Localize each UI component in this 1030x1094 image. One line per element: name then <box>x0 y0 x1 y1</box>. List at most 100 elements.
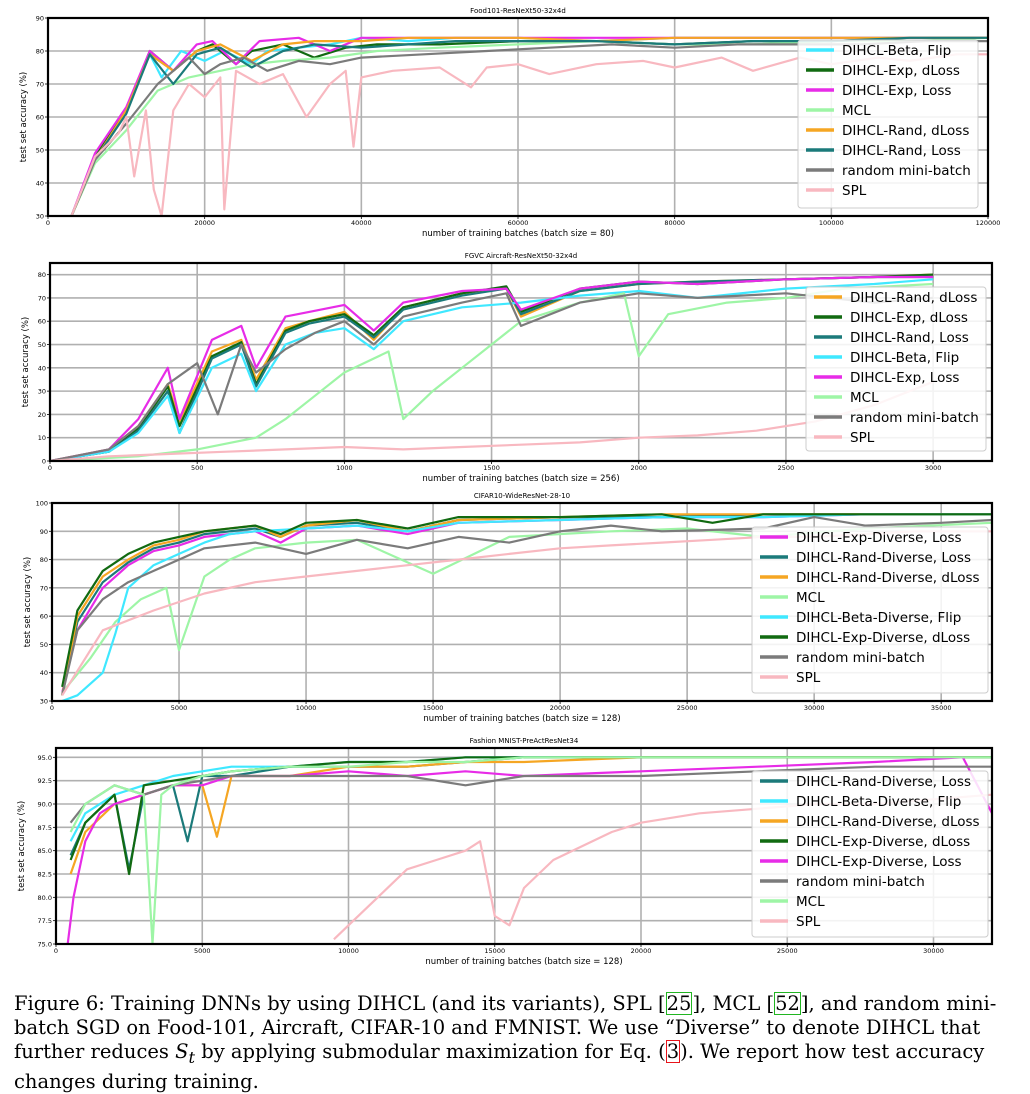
x-tick-label: 25000 <box>777 947 798 955</box>
y-tick-label: 30 <box>40 698 48 706</box>
y-tick-label: 40 <box>38 364 46 372</box>
y-tick-label: 40 <box>36 180 44 188</box>
x-tick-label: 10000 <box>296 704 317 712</box>
series-line-mcl <box>50 282 934 461</box>
legend-entry: DIHCL-Beta, Flip <box>850 350 959 366</box>
series-line-spl <box>70 53 988 216</box>
citation-link-spl[interactable]: 25 <box>666 992 692 1015</box>
x-tick-label: 5000 <box>194 947 211 955</box>
x-tick-label: 15000 <box>423 704 444 712</box>
y-tick-label: 50 <box>36 147 44 155</box>
y-tick-label: 60 <box>36 114 44 122</box>
legend: DIHCL-Exp-Diverse, Loss DIHCL-Rand-Divers… <box>751 526 989 694</box>
legend-entry: MCL <box>796 590 825 606</box>
legend-entry: DIHCL-Rand, dLoss <box>850 290 977 306</box>
y-axis-label: test set accuracy (%) <box>17 801 27 891</box>
figure-caption: Figure 6: Training DNNs by using DIHCL (… <box>14 992 1020 1094</box>
x-tick-label: 5000 <box>171 704 188 712</box>
chart-panel-2: 0 500 1000 1500 2000 2500 3000 0 10 20 30 40 50 60 70 8… <box>21 252 994 484</box>
chart-title: FGVC Aircraft-ResNeXt50-32x4d <box>465 252 577 260</box>
series-line-dihcl-exp-loss <box>50 275 934 461</box>
caption-mid-2: ], and random mini-batch SGD on Food-101… <box>14 992 997 1063</box>
x-tick-label: 100000 <box>819 219 844 227</box>
equation-link[interactable]: 3 <box>666 1040 680 1063</box>
legend-entry: SPL <box>796 670 821 686</box>
legend-entry: DIHCL-Exp, dLoss <box>842 63 960 79</box>
y-tick-label: 75.0 <box>38 941 52 949</box>
plot-frame <box>48 261 994 463</box>
chart-title: CIFAR10-WideResNet-28-10 <box>474 492 570 500</box>
x-tick-label: 30000 <box>804 704 825 712</box>
x-tick-label: 0 <box>54 947 58 955</box>
x-tick-label: 500 <box>191 464 203 472</box>
x-tick-label: 0 <box>50 704 54 712</box>
legend-entry: MCL <box>842 103 871 119</box>
caption-prefix: Figure 6: Training DNNs by using DIHCL (… <box>14 992 666 1015</box>
x-tick-label: 15000 <box>484 947 505 955</box>
x-tick-label: 25000 <box>677 704 698 712</box>
legend-entry: SPL <box>796 914 821 930</box>
plot-frame <box>54 746 994 946</box>
x-tick-label: 30000 <box>923 947 944 955</box>
x-tick-label: 2500 <box>778 464 795 472</box>
x-tick-label: 20000 <box>631 947 652 955</box>
y-tick-label: 100 <box>36 500 48 508</box>
legend: DIHCL-Rand, dLoss DIHCL-Exp, dLoss DIHCL-R… <box>805 286 987 452</box>
legend-entry: DIHCL-Beta-Diverse, Flip <box>796 794 961 810</box>
legend-entry: DIHCL-Rand-Diverse, Loss <box>796 550 971 566</box>
x-axis-label: number of training batches (batch size =… <box>422 474 619 484</box>
caption-variable: S <box>175 1040 189 1063</box>
series-line-random-mini-batch <box>70 39 988 216</box>
legend-entry: DIHCL-Rand, Loss <box>842 143 961 159</box>
y-axis-label: test set accuracy (%) <box>21 317 31 407</box>
y-tick-label: 40 <box>40 669 48 677</box>
y-tick-label: 95.0 <box>38 754 52 762</box>
series-line-mcl <box>69 756 992 944</box>
x-tick-label: 10000 <box>338 947 359 955</box>
x-tick-label: 80000 <box>664 219 685 227</box>
legend: DIHCL-Beta, Flip DIHCL-Exp, dLoss DIHCL-Ex… <box>797 39 979 209</box>
chart-panel-3: 0 5000 10000 15000 20000 25000 30000 35000 30 40 5… <box>23 492 994 724</box>
y-tick-label: 20 <box>38 411 46 419</box>
x-axis-label: number of training batches (batch size =… <box>422 229 614 239</box>
legend-entry: DIHCL-Rand-Diverse, Loss <box>796 774 971 790</box>
series-line-random-mini-batch <box>50 292 934 461</box>
y-tick-label: 82.5 <box>38 871 52 879</box>
y-tick-label: 0 <box>42 458 46 466</box>
x-tick-label: 40000 <box>351 219 372 227</box>
series-line-dihcl-rand-dloss <box>70 36 988 216</box>
legend-entry: DIHCL-Rand-Diverse, dLoss <box>796 814 980 830</box>
chart-title: Food101-ResNeXt50-32x4d <box>470 7 566 15</box>
chart-title: Fashion MNIST-PreActResNet34 <box>470 737 579 745</box>
caption-subscript: t <box>188 1047 196 1067</box>
y-tick-label: 80 <box>38 271 46 279</box>
y-tick-label: 87.5 <box>38 824 52 832</box>
x-tick-label: 35000 <box>931 704 952 712</box>
citation-link-mcl[interactable]: 52 <box>775 992 800 1015</box>
x-tick-label: 60000 <box>508 219 529 227</box>
y-tick-label: 60 <box>40 613 48 621</box>
y-tick-label: 30 <box>36 213 44 221</box>
legend-entry: SPL <box>842 183 867 199</box>
y-tick-label: 90.0 <box>38 801 52 809</box>
legend-entry: MCL <box>796 894 825 910</box>
series-line-dihcl-rand-diverse-dloss <box>61 513 992 696</box>
chart-panel-1: 0 20000 40000 60000 80000 100000 120000 30 40 50 6… <box>19 7 1000 239</box>
legend-entry: DIHCL-Exp-Diverse, Loss <box>796 530 962 546</box>
y-tick-label: 80 <box>36 48 44 56</box>
y-tick-label: 92.5 <box>38 777 52 785</box>
y-tick-label: 50 <box>38 341 46 349</box>
y-tick-label: 90 <box>36 15 44 23</box>
legend-entry: DIHCL-Exp, Loss <box>842 83 951 99</box>
y-tick-label: 50 <box>40 641 48 649</box>
y-tick-label: 70 <box>36 81 44 89</box>
plot-frame <box>50 501 994 703</box>
caption-mid-3: by applying submodular maximization for … <box>195 1040 666 1063</box>
x-tick-label: 20000 <box>550 704 571 712</box>
series-line-spl <box>50 380 934 461</box>
legend-entry: DIHCL-Exp, Loss <box>850 370 959 386</box>
chart-panel-4: 0 5000 10000 15000 20000 25000 30000 75.0 77.5 80… <box>17 737 994 967</box>
caption-mid-1: ], MCL [ <box>692 992 775 1015</box>
x-tick-label: 1500 <box>483 464 500 472</box>
legend-entry: random mini-batch <box>796 874 925 890</box>
